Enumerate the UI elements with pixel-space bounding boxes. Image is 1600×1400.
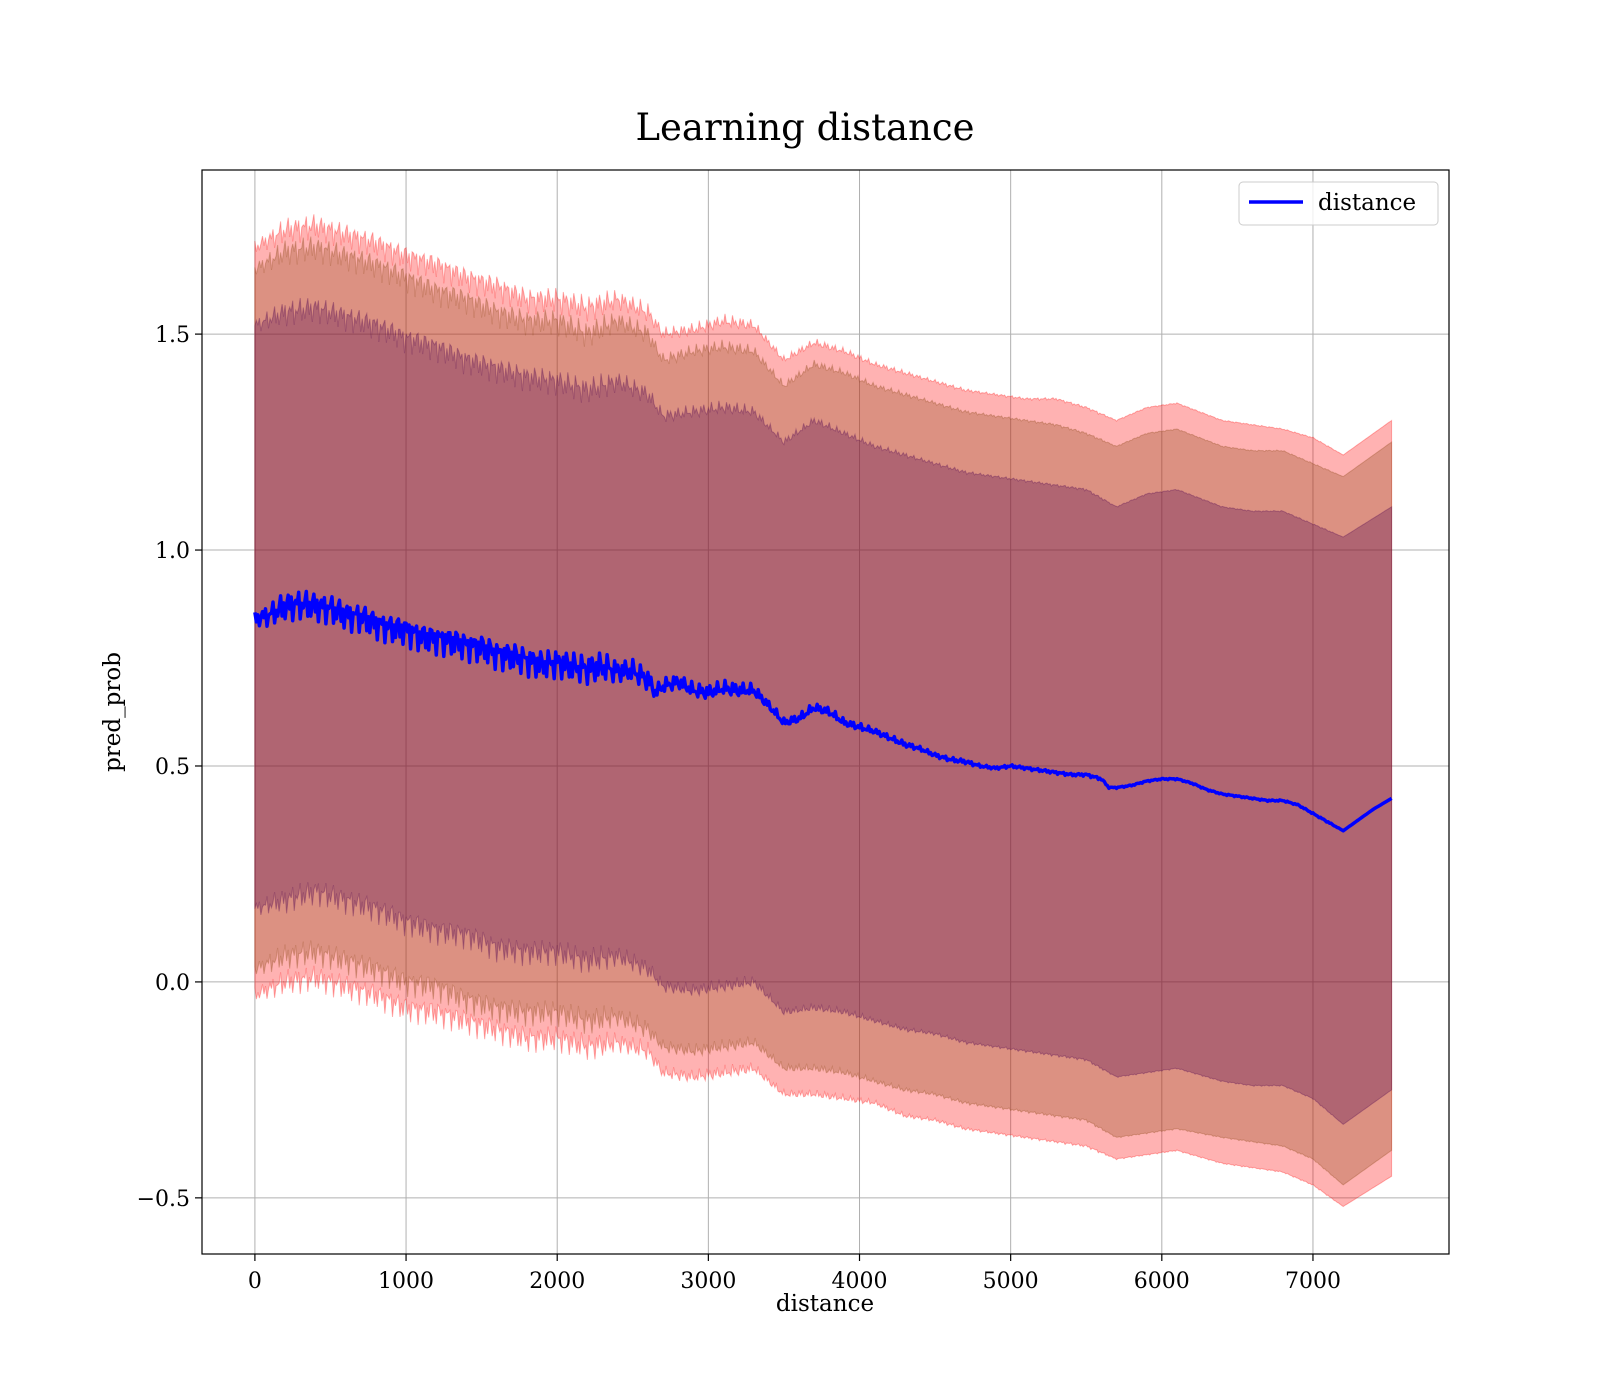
- y-tick-label: 0.5: [155, 755, 190, 780]
- y-axis-label: pred_prob: [100, 652, 126, 772]
- legend-box: [1238, 181, 1439, 226]
- series-line-distance: [253, 589, 1393, 833]
- y-tick-label: 0.0: [155, 971, 190, 996]
- x-tick-label: 5000: [983, 1269, 1039, 1294]
- x-tick-label: 7000: [1285, 1269, 1341, 1294]
- x-tick-label: 6000: [1134, 1269, 1190, 1294]
- legend-label: distance: [1318, 190, 1416, 216]
- y-ticks: −0.5 0.0 0.5 1.0 1.5: [137, 323, 202, 1212]
- x-tick-label: 2000: [529, 1269, 585, 1294]
- grid: [202, 170, 1449, 1254]
- x-tick-label: 1000: [378, 1269, 434, 1294]
- chart-title: Learning distance: [635, 106, 974, 149]
- x-ticks: 0 1000 2000 3000 4000 5000 6000 7000: [248, 1254, 1341, 1294]
- plot-frame: [201, 169, 1450, 1255]
- x-tick-label: 4000: [832, 1269, 888, 1294]
- y-tick-label: 1.0: [155, 539, 190, 564]
- series-lines: [253, 589, 1393, 833]
- x-axis-label: distance: [776, 1291, 874, 1317]
- x-tick-label: 3000: [680, 1269, 736, 1294]
- legend: distance: [1238, 181, 1439, 226]
- y-tick-label: −0.5: [137, 1187, 190, 1212]
- y-tick-label: 1.5: [155, 323, 190, 348]
- x-tick-label: 0: [248, 1269, 262, 1294]
